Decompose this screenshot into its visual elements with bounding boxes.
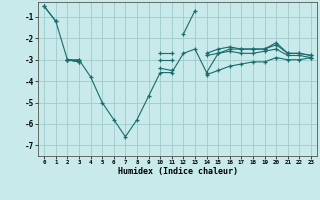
X-axis label: Humidex (Indice chaleur): Humidex (Indice chaleur) — [118, 167, 238, 176]
